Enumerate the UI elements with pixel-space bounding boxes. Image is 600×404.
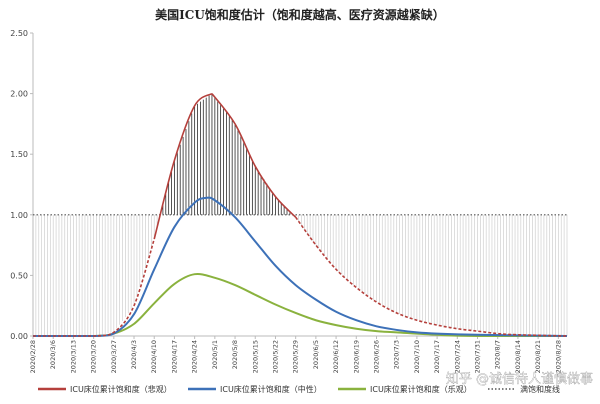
x-tick-label: 2020/4/17	[170, 340, 178, 373]
x-tick-label: 2020/6/12	[332, 340, 340, 373]
series-line-pessimistic-solid-rise	[153, 92, 213, 240]
x-tick-label: 2020/8/28	[554, 340, 562, 373]
series-line-pessimistic-solid-fall	[211, 93, 297, 218]
x-tick-label: 2020/7/31	[474, 340, 482, 373]
legend-label: ICU床位累计饱和度（乐观）	[370, 384, 472, 394]
series-line-pessimistic-dashed-rise	[33, 238, 155, 337]
y-tick-label: 0.50	[10, 271, 28, 280]
legend-label: ICU床位累计饱和度（悲观）	[70, 384, 172, 394]
series-line-pessimistic-dashed-fall	[295, 216, 568, 337]
series-layer	[33, 92, 568, 338]
x-tick-label: 2020/6/26	[372, 340, 380, 373]
chart-title: 美国ICU饱和度估计（饱和度越高、医疗资源越紧缺）	[155, 7, 445, 22]
y-tick-label: 1.00	[10, 211, 28, 220]
x-tick-label: 2020/5/29	[292, 340, 300, 373]
x-tick-label: 2020/5/8	[231, 340, 239, 369]
x-tick-label: 2020/8/7	[494, 340, 502, 369]
legend-label: ICU床位累计饱和度（中性）	[220, 384, 322, 394]
x-tick-label: 2020/7/10	[413, 340, 421, 373]
y-tick-label: 2.50	[10, 29, 28, 38]
x-tick-label: 2020/6/5	[312, 340, 320, 369]
x-tick-label: 2020/3/20	[90, 340, 98, 373]
x-tick-label: 2020/5/1	[211, 340, 219, 369]
x-tick-label: 2020/8/14	[514, 340, 522, 373]
x-tick-label: 2020/4/24	[191, 340, 199, 373]
x-tick-label: 2020/5/22	[271, 340, 279, 373]
x-tick-label: 2020/4/3	[130, 340, 138, 369]
y-tick-label: 1.50	[10, 150, 28, 159]
x-tick-label: 2020/3/27	[110, 340, 118, 373]
y-tick-label: 0.00	[10, 332, 28, 341]
watermark: 知乎 @诚信待人谨慎做事	[446, 371, 593, 387]
x-tick-label: 2020/8/21	[534, 340, 542, 373]
x-tick-label: 2020/4/10	[150, 340, 158, 373]
x-tick-label: 2020/2/28	[29, 340, 37, 373]
y-tick-label: 2.00	[10, 90, 28, 99]
x-tick-label: 2020/5/15	[251, 340, 259, 373]
x-tick-label: 2020/7/3	[393, 340, 401, 369]
legend: ICU床位累计饱和度（悲观） ICU床位累计饱和度（中性） ICU床位累计饱和度（乐…	[38, 384, 560, 394]
series-line-2	[33, 272, 567, 338]
x-tick-label: 2020/3/6	[49, 340, 57, 369]
hatch-layer	[32, 93, 568, 336]
legend-label: 满饱和度线	[520, 384, 560, 394]
x-tick-label: 2020/7/17	[433, 340, 441, 373]
x-tick-label: 2020/3/13	[69, 340, 77, 373]
series-line-1	[33, 196, 568, 337]
x-tick-label: 2020/7/24	[453, 340, 461, 373]
x-tick-label: 2020/6/19	[352, 340, 360, 373]
